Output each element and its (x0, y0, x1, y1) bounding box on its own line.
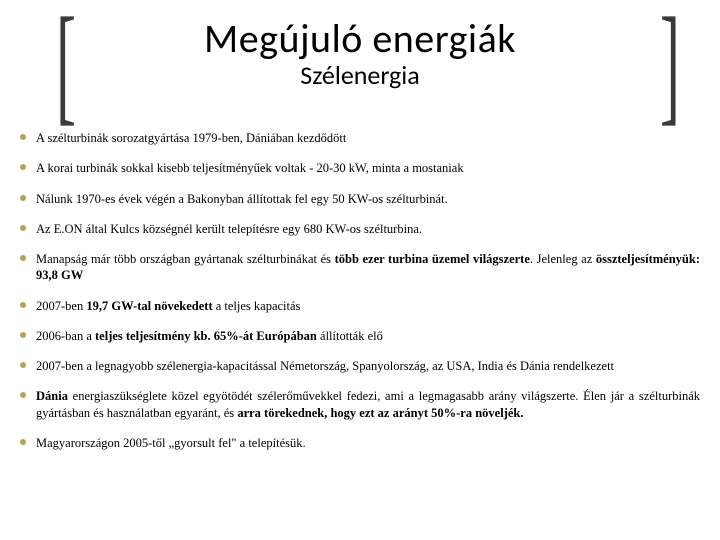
bullet-item: A korai turbinák sokkal kisebb teljesítm… (20, 160, 700, 176)
header: [ ] Megújuló energiák Szélenergia (0, 0, 720, 120)
bullet-item: Magyarországon 2005-től „gyorsult fel" a… (20, 435, 700, 451)
bullet-item: 2006-ban a teljes teljesítmény kb. 65%-á… (20, 328, 700, 344)
title-main: Megújuló energiák (100, 14, 620, 63)
slide: [ ] Megújuló energiák Szélenergia A szél… (0, 0, 720, 540)
bullet-item: Az E.ON által Kulcs községnél került tel… (20, 221, 700, 237)
bullet-item: Manapság már több országban gyártanak sz… (20, 251, 700, 284)
title-block: Megújuló energiák Szélenergia (100, 14, 620, 91)
bracket-left-icon: [ (56, 18, 76, 110)
bullet-item: 2007-ben 19,7 GW-tal növekedett a teljes… (20, 298, 700, 314)
title-sub: Szélenergia (100, 59, 620, 91)
bullet-item: 2007-ben a legnagyobb szélenergia-kapaci… (20, 358, 700, 374)
bullet-list: A szélturbinák sorozatgyártása 1979-ben,… (20, 130, 700, 451)
bullet-item: Dánia energiaszükséglete közel egyötödét… (20, 388, 700, 421)
bullet-item: A szélturbinák sorozatgyártása 1979-ben,… (20, 130, 700, 146)
content: A szélturbinák sorozatgyártása 1979-ben,… (20, 130, 700, 465)
bullet-item: Nálunk 1970-es évek végén a Bakonyban ál… (20, 191, 700, 207)
bracket-right-icon: ] (660, 18, 680, 110)
